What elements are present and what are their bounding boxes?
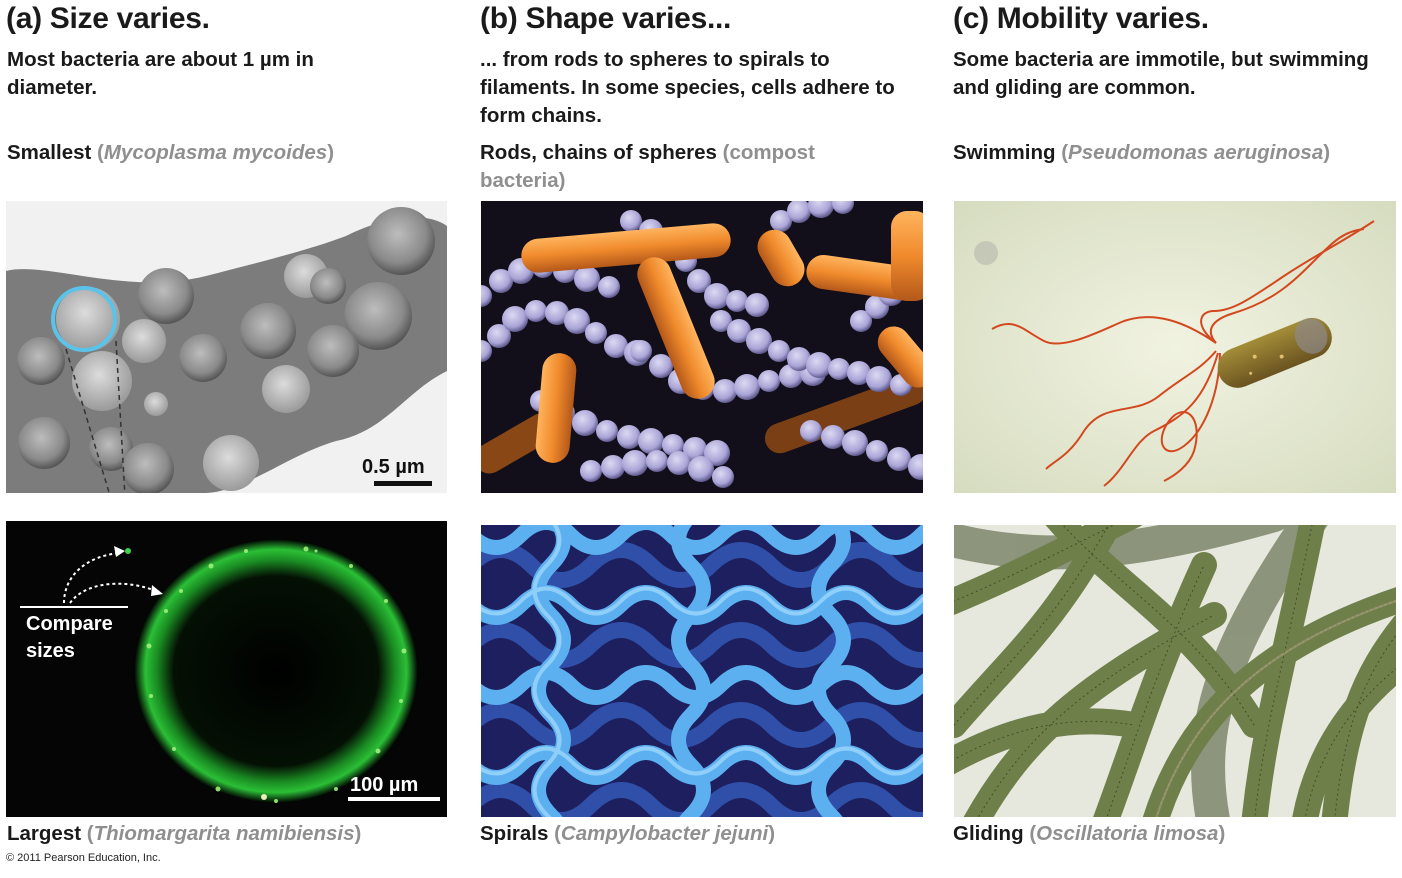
scale-bar <box>374 481 432 486</box>
sphere-cell <box>502 306 528 332</box>
sphere-cell <box>866 366 892 392</box>
sphere-cell <box>866 440 888 462</box>
sphere-cell <box>887 447 911 471</box>
panel-c-bottom-caption: Gliding (Oscillatoria limosa) <box>953 822 1226 845</box>
panel-a-top-caption: Smallest (Mycoplasma mycoides) <box>7 141 335 164</box>
mycoplasma-micrograph: 0.5 µm <box>6 201 447 493</box>
sphere-cell <box>649 354 673 378</box>
scale-bar-label: 0.5 µm <box>362 456 425 478</box>
sphere-cell <box>713 379 737 403</box>
compare-label-line-1: Compare <box>26 613 113 635</box>
species-name: Pseudomonas aeruginosa <box>1068 141 1324 164</box>
sphere-cell <box>704 283 730 309</box>
pseudomonas-micrograph <box>954 201 1396 493</box>
sphere-cell <box>770 210 792 232</box>
sphere-cell <box>481 340 492 362</box>
caption-label: Rods, chains of spheres <box>480 141 717 164</box>
sphere-cell <box>545 301 569 325</box>
sphere-cell <box>710 310 732 332</box>
sphere-cell <box>638 428 664 454</box>
sphere-cell <box>745 293 769 317</box>
caption-label: Spirals <box>480 822 549 845</box>
sphere-cell <box>489 269 513 293</box>
scale-bar <box>348 797 440 801</box>
sphere-cell <box>821 425 845 449</box>
sphere-cell <box>585 322 607 344</box>
caption-label: Smallest <box>7 141 92 164</box>
sphere-cell <box>630 340 652 362</box>
sphere-cell <box>806 352 832 378</box>
panel-a-bottom-caption: Largest (Thiomargarita namibiensis) <box>7 822 362 845</box>
scale-bar-label: 100 µm <box>350 774 418 796</box>
panel-b-title: (b) Shape varies... <box>480 2 732 35</box>
sphere-cell <box>704 440 730 466</box>
caption-label: Largest <box>7 822 82 845</box>
sphere-cell <box>850 310 872 332</box>
sphere-cell <box>758 370 780 392</box>
sphere-cell <box>808 201 834 218</box>
sphere-cell <box>564 308 590 334</box>
panel-b-description: ... from rods to spheres to spirals to f… <box>480 48 895 127</box>
campylobacter-micrograph <box>481 525 923 817</box>
caption-label: Gliding <box>953 822 1024 845</box>
highlight-circle <box>51 286 117 352</box>
sphere-cell <box>688 456 714 482</box>
sphere-cell <box>842 430 868 456</box>
sphere-cell <box>787 347 811 371</box>
species-name: Thiomargarita namibiensis <box>93 822 355 845</box>
sphere-cell <box>574 266 600 292</box>
sphere-cell <box>617 425 641 449</box>
sphere-cell <box>596 420 618 442</box>
oscillatoria-micrograph <box>954 525 1396 817</box>
sphere-cell <box>687 269 711 293</box>
sphere-cell <box>622 450 648 476</box>
caption-label: Swimming <box>953 141 1056 164</box>
sphere-cell <box>712 466 734 488</box>
sphere-cell <box>746 328 772 354</box>
sphere-cell <box>726 290 748 312</box>
sphere-cell <box>847 361 871 385</box>
panel-c-description: Some bacteria are immotile, but swimming… <box>953 48 1369 99</box>
sphere-cell <box>734 374 760 400</box>
panel-b-top-caption: Rods, chains of spheres (compost bacteri… <box>480 141 815 192</box>
panel-a-description: Most bacteria are about 1 µm in diameter… <box>7 48 314 99</box>
copyright-notice: © 2011 Pearson Education, Inc. <box>6 852 161 864</box>
species-name: compost bacteria <box>480 141 815 192</box>
species-name: Mycoplasma mycoides <box>103 141 328 164</box>
sphere-cell <box>787 201 811 223</box>
sphere-cell <box>662 434 684 456</box>
sphere-cell <box>727 319 751 343</box>
panel-b-bottom-caption: Spirals (Campylobacter jejuni) <box>480 822 776 845</box>
sphere-cell <box>832 201 854 214</box>
species-name: Oscillatoria limosa <box>1036 822 1219 845</box>
sphere-cell <box>598 276 620 298</box>
panel-a-title: (a) Size varies. <box>6 2 210 35</box>
species-name: Campylobacter jejuni <box>560 822 769 845</box>
sphere-cell <box>908 454 923 480</box>
sphere-cell <box>580 460 602 482</box>
sphere-cell <box>487 324 511 348</box>
thiomargarita-micrograph: Compare sizes 100 µm <box>6 521 447 817</box>
sphere-cell <box>800 420 822 442</box>
panel-c-top-caption: Swimming (Pseudomonas aeruginosa) <box>953 141 1331 164</box>
compare-label-line-2: sizes <box>26 640 75 662</box>
sphere-cell <box>572 410 598 436</box>
panel-c-title: (c) Mobility varies. <box>953 2 1209 35</box>
sphere-cell <box>667 451 691 475</box>
sphere-cell <box>601 455 625 479</box>
sphere-cell <box>481 285 492 307</box>
sphere-cell <box>768 340 790 362</box>
sphere-cell <box>525 300 547 322</box>
sphere-cell <box>646 450 668 472</box>
sphere-cell <box>683 437 707 461</box>
compost-bacteria-micrograph <box>481 201 923 493</box>
sphere-cell <box>620 210 642 232</box>
mycoplasma-dot <box>125 548 131 554</box>
sphere-cell <box>828 358 850 380</box>
sphere-cell <box>604 334 628 358</box>
